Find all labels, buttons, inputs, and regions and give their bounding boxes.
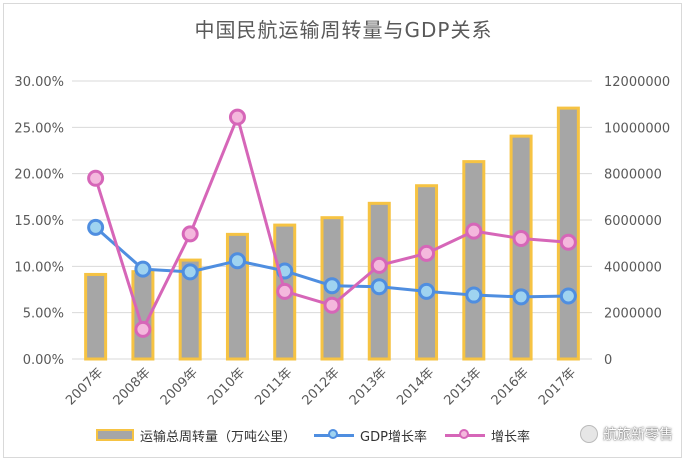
y-right-tick-label: 8000000 xyxy=(604,168,662,183)
growth-point xyxy=(228,108,246,126)
chart-legend: 运输总周转量（万吨公里） GDP增长率 增长率 xyxy=(96,424,548,446)
legend-swatch-gdp xyxy=(314,428,355,442)
x-tick-label: 2012年 xyxy=(300,365,343,408)
x-tick-label: 2014年 xyxy=(394,365,437,408)
growth-point xyxy=(181,225,199,243)
watermark-logo-icon xyxy=(580,425,598,443)
legend-label-growth: 增长率 xyxy=(490,429,530,445)
legend-item-gdp: GDP增长率 xyxy=(314,426,427,445)
bar xyxy=(415,184,439,361)
y-left-tick-label: 30.00% xyxy=(14,75,64,90)
growth-point xyxy=(465,222,483,240)
x-tick-label: 2013年 xyxy=(347,365,390,408)
gdp-point xyxy=(87,218,105,236)
bar xyxy=(462,160,486,361)
gdp-point xyxy=(465,286,483,304)
legend-label-volume: 运输总周转量（万吨公里） xyxy=(140,429,297,445)
x-tick-label: 2015年 xyxy=(441,365,484,408)
growth-point xyxy=(418,244,436,262)
y-right-tick-label: 2000000 xyxy=(604,307,662,322)
growth-point xyxy=(559,233,577,251)
gdp-point xyxy=(323,277,341,295)
gdp-point xyxy=(559,287,577,305)
gdp-point xyxy=(228,252,246,270)
growth-point xyxy=(323,296,341,314)
y-right-tick-label: 12000000 xyxy=(604,75,670,90)
y-left-tick-label: 25.00% xyxy=(14,121,64,136)
y-left-tick-label: 0.00% xyxy=(23,353,64,368)
growth-point xyxy=(370,256,388,274)
growth-point xyxy=(276,282,294,300)
growth-point xyxy=(134,320,152,338)
x-tick-label: 2016年 xyxy=(489,365,532,408)
y-left-tick-label: 15.00% xyxy=(14,214,64,229)
growth-point xyxy=(512,230,530,248)
y-left-tick-label: 20.00% xyxy=(14,168,64,183)
legend-label-gdp: GDP增长率 xyxy=(360,429,427,445)
x-tick-label: 2009年 xyxy=(158,365,201,408)
y-right-tick-label: 10000000 xyxy=(604,121,670,136)
gdp-point xyxy=(134,260,152,278)
watermark: 航旅新零售 xyxy=(580,424,673,444)
bar xyxy=(178,258,202,361)
x-tick-label: 2007年 xyxy=(63,365,106,408)
legend-item-volume: 运输总周转量（万吨公里） xyxy=(96,426,296,445)
x-tick-label: 2008年 xyxy=(111,365,154,408)
x-tick-label: 2011年 xyxy=(252,365,295,408)
y-right-tick-label: 4000000 xyxy=(604,260,662,275)
legend-item-growth: 增长率 xyxy=(444,426,530,445)
y-left-tick-label: 5.00% xyxy=(23,307,64,322)
y-left-tick-label: 10.00% xyxy=(14,260,64,275)
gdp-point xyxy=(418,282,436,300)
legend-swatch-volume xyxy=(96,429,134,441)
watermark-text: 航旅新零售 xyxy=(603,427,673,443)
x-tick-label: 2010年 xyxy=(205,365,248,408)
legend-swatch-growth xyxy=(444,428,485,442)
y-right-tick-label: 6000000 xyxy=(604,214,662,229)
x-tick-label: 2017年 xyxy=(536,365,579,408)
growth-point xyxy=(87,169,105,187)
y-right-tick-label: 0 xyxy=(604,353,612,368)
bar xyxy=(556,106,580,361)
bar xyxy=(84,272,108,361)
gdp-point xyxy=(370,278,388,296)
gdp-point xyxy=(181,263,199,281)
gdp-point xyxy=(512,288,530,306)
bar xyxy=(509,134,533,361)
chart-title: 中国民航运输周转量与GDP关系 xyxy=(194,18,493,42)
